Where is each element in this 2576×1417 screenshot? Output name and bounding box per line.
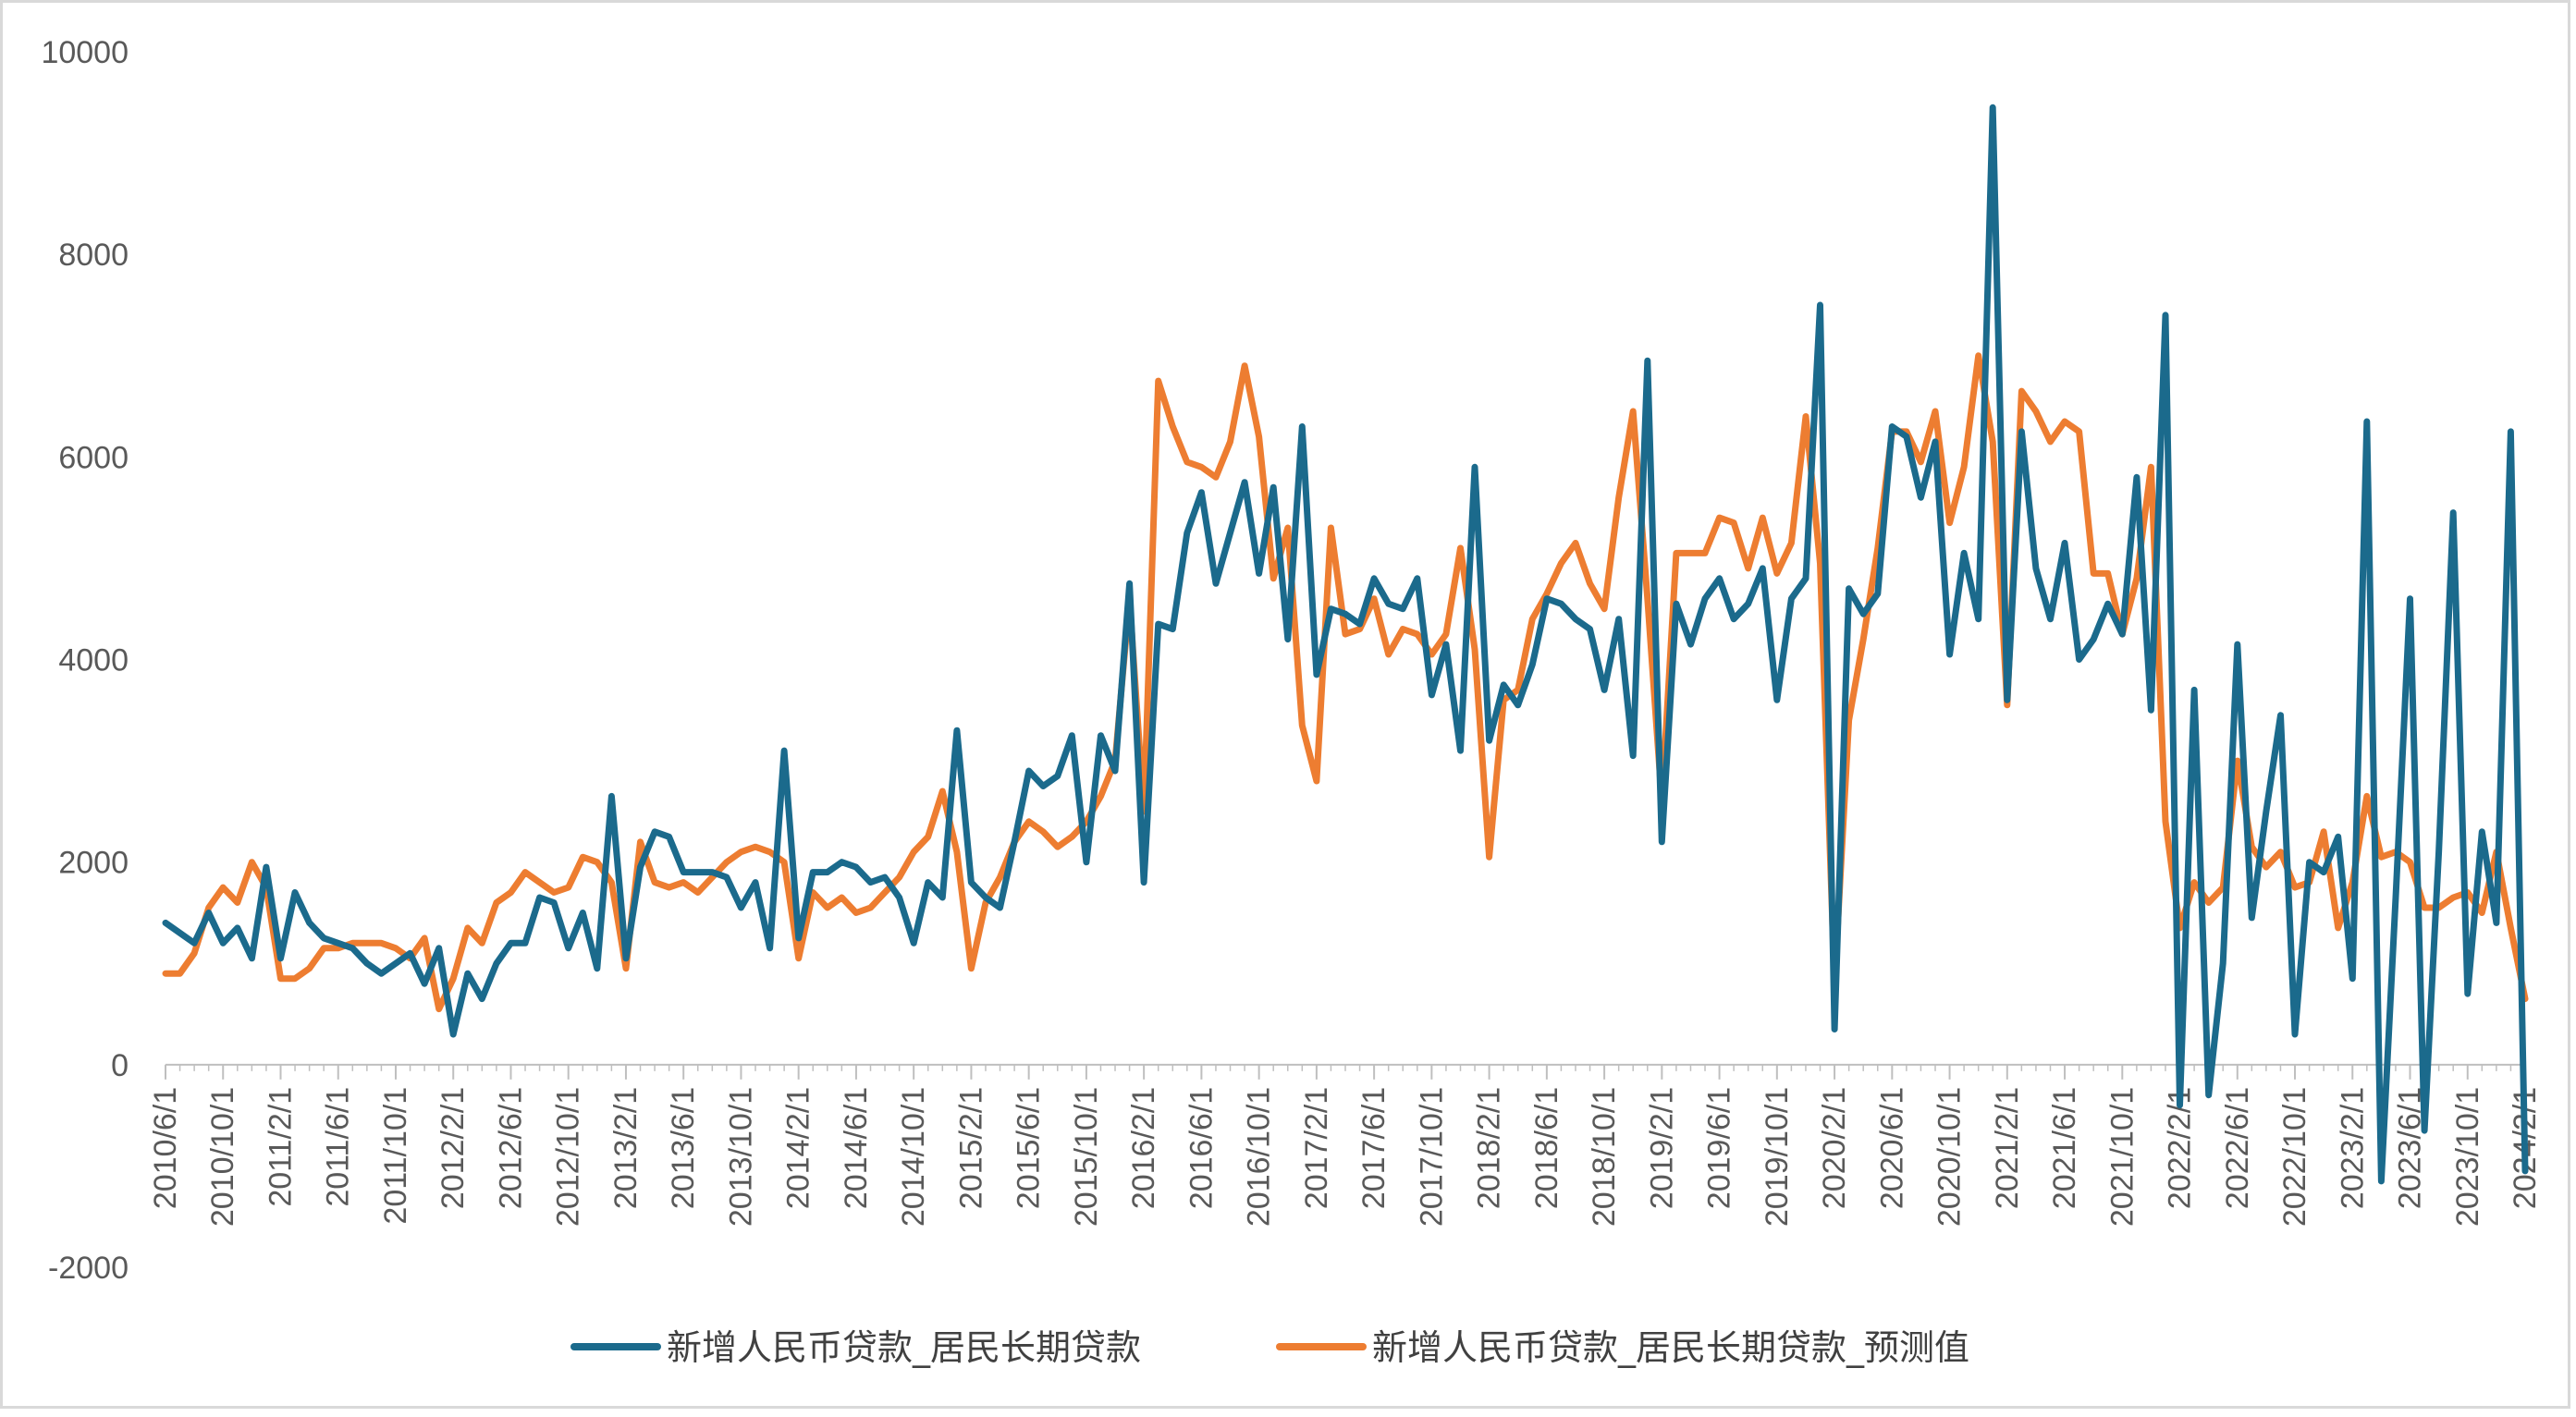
x-tick-label: 2020/2/1 xyxy=(1817,1087,1852,1209)
x-tick-label: 2017/6/1 xyxy=(1356,1087,1392,1209)
x-tick-label: 2018/6/1 xyxy=(1529,1087,1564,1209)
x-tick-label: 2017/10/1 xyxy=(1414,1087,1449,1227)
x-tick-label: 2010/6/1 xyxy=(148,1087,183,1209)
x-tick-label: 2023/10/1 xyxy=(2450,1087,2485,1227)
x-tick-label: 2022/10/1 xyxy=(2277,1087,2312,1227)
y-tick-label: 0 xyxy=(111,1048,129,1083)
y-tick-label: 8000 xyxy=(58,238,129,273)
x-tick-label: 2012/6/1 xyxy=(493,1087,528,1209)
x-tick-label: 2015/6/1 xyxy=(1012,1087,1047,1209)
x-tick-label: 2013/6/1 xyxy=(666,1087,701,1209)
x-tick-label: 2013/10/1 xyxy=(723,1087,758,1227)
legend-label: 新增人民币贷款_居民长期贷款 xyxy=(667,1327,1141,1368)
series-line-actual xyxy=(162,104,2529,1185)
x-tick-label: 2011/2/1 xyxy=(263,1087,298,1207)
x-tick-label: 2018/2/1 xyxy=(1472,1087,1507,1209)
x-tick-label: 2013/2/1 xyxy=(608,1087,644,1209)
y-tick-label: 2000 xyxy=(58,846,129,881)
series-line-forecast xyxy=(162,352,2529,1013)
x-tick-label: 2021/2/1 xyxy=(1990,1087,2025,1209)
x-tick-label: 2020/10/1 xyxy=(1932,1087,1968,1227)
y-tick-label: 10000 xyxy=(41,35,129,70)
legend-label: 新增人民币贷款_居民长期贷款_预测值 xyxy=(1372,1327,1969,1368)
x-tick-label: 2019/10/1 xyxy=(1760,1087,1795,1227)
x-tick-label: 2015/2/1 xyxy=(953,1087,988,1209)
x-tick-label: 2014/6/1 xyxy=(839,1087,874,1209)
legend: 新增人民币贷款_居民长期贷款 新增人民币贷款_居民长期贷款_预测值 xyxy=(570,1327,1969,1368)
y-tick-label: 6000 xyxy=(58,440,129,475)
x-tick-label: 2020/6/1 xyxy=(1874,1087,1909,1209)
x-tick-label: 2019/2/1 xyxy=(1644,1087,1679,1209)
x-tick-label: 2021/10/1 xyxy=(2104,1087,2140,1227)
x-axis: 2010/6/1 2010/10/1 2011/2/1 2011/6/1 2011/10… xyxy=(148,1063,2543,1227)
x-tick-label: 2016/6/1 xyxy=(1184,1087,1219,1209)
y-tick-label: -2000 xyxy=(48,1251,129,1286)
x-tick-label: 2022/6/1 xyxy=(2220,1087,2255,1209)
x-tick-label: 2015/10/1 xyxy=(1069,1087,1104,1227)
y-axis-tick-labels: 10000 8000 6000 4000 2000 0 -2000 xyxy=(41,35,129,1286)
x-tick-label: 2019/6/1 xyxy=(1702,1087,1737,1209)
series-lines xyxy=(162,104,2529,1185)
x-tick-label: 2021/6/1 xyxy=(2047,1087,2082,1209)
x-tick-label: 2010/10/1 xyxy=(205,1087,240,1227)
x-tick-label: 2012/10/1 xyxy=(551,1087,586,1227)
x-tick-label: 2018/10/1 xyxy=(1587,1087,1622,1227)
x-tick-label: 2016/2/1 xyxy=(1126,1087,1161,1209)
x-tick-label: 2017/2/1 xyxy=(1299,1087,1334,1209)
x-tick-label: 2012/2/1 xyxy=(435,1087,471,1209)
x-tick-label: 2014/10/1 xyxy=(896,1087,931,1227)
y-tick-label: 4000 xyxy=(58,643,129,678)
x-tick-label: 2023/2/1 xyxy=(2335,1087,2370,1209)
x-tick-label: 2011/10/1 xyxy=(378,1087,413,1225)
x-tick-label: 2016/10/1 xyxy=(1242,1087,1277,1227)
x-tick-label: 2011/6/1 xyxy=(321,1087,356,1207)
x-tick-label: 2014/2/1 xyxy=(781,1087,816,1209)
